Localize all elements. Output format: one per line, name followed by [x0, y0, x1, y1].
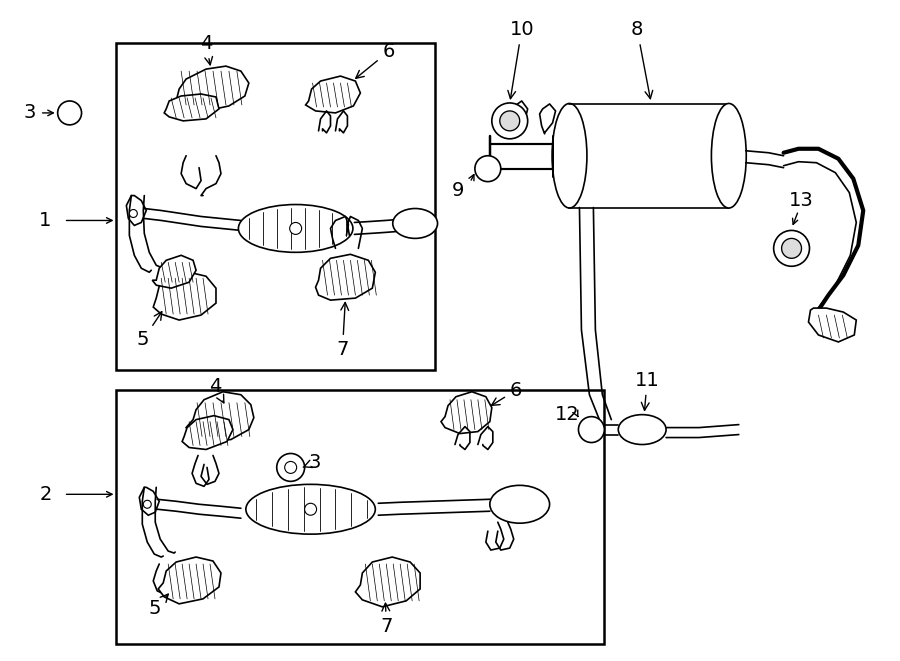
Ellipse shape: [490, 485, 550, 524]
Text: 3: 3: [303, 453, 321, 472]
Polygon shape: [173, 66, 248, 111]
Circle shape: [143, 500, 151, 508]
Circle shape: [290, 223, 302, 235]
Ellipse shape: [392, 208, 437, 239]
Ellipse shape: [711, 104, 746, 208]
Text: 7: 7: [381, 603, 392, 636]
Text: 1: 1: [40, 211, 51, 230]
Text: 3: 3: [23, 103, 36, 122]
Circle shape: [304, 503, 317, 515]
Circle shape: [284, 461, 297, 473]
Polygon shape: [158, 557, 221, 604]
Polygon shape: [356, 557, 420, 607]
Text: 6: 6: [491, 381, 522, 405]
Polygon shape: [153, 272, 216, 320]
Bar: [116, 43, 435, 370]
Text: 9: 9: [452, 181, 464, 200]
Circle shape: [130, 210, 138, 217]
Ellipse shape: [246, 485, 375, 534]
Text: 5: 5: [137, 312, 162, 350]
Text: 8: 8: [631, 20, 652, 98]
Text: 13: 13: [788, 191, 814, 210]
Bar: [116, 390, 604, 644]
Circle shape: [475, 156, 500, 182]
Circle shape: [491, 103, 527, 139]
Circle shape: [276, 453, 304, 481]
Polygon shape: [164, 94, 219, 121]
Text: 4: 4: [200, 34, 212, 65]
Text: 4: 4: [209, 377, 224, 403]
Polygon shape: [808, 308, 856, 342]
Text: 2: 2: [40, 485, 51, 504]
Ellipse shape: [238, 204, 353, 253]
Polygon shape: [441, 392, 491, 434]
Circle shape: [774, 231, 809, 266]
Text: 10: 10: [508, 20, 534, 98]
Ellipse shape: [618, 414, 666, 444]
Circle shape: [500, 111, 519, 131]
Polygon shape: [152, 255, 196, 288]
Circle shape: [579, 416, 604, 442]
Text: 6: 6: [356, 42, 395, 78]
Polygon shape: [316, 254, 375, 300]
Polygon shape: [140, 487, 159, 515]
Text: 5: 5: [148, 594, 168, 618]
Polygon shape: [126, 196, 147, 225]
Text: 11: 11: [634, 371, 660, 410]
Circle shape: [781, 239, 802, 258]
Circle shape: [58, 101, 82, 125]
Text: 12: 12: [554, 405, 580, 424]
Ellipse shape: [552, 104, 587, 208]
Text: 7: 7: [337, 303, 348, 359]
Polygon shape: [306, 76, 360, 113]
Polygon shape: [186, 392, 254, 442]
Polygon shape: [182, 416, 233, 449]
